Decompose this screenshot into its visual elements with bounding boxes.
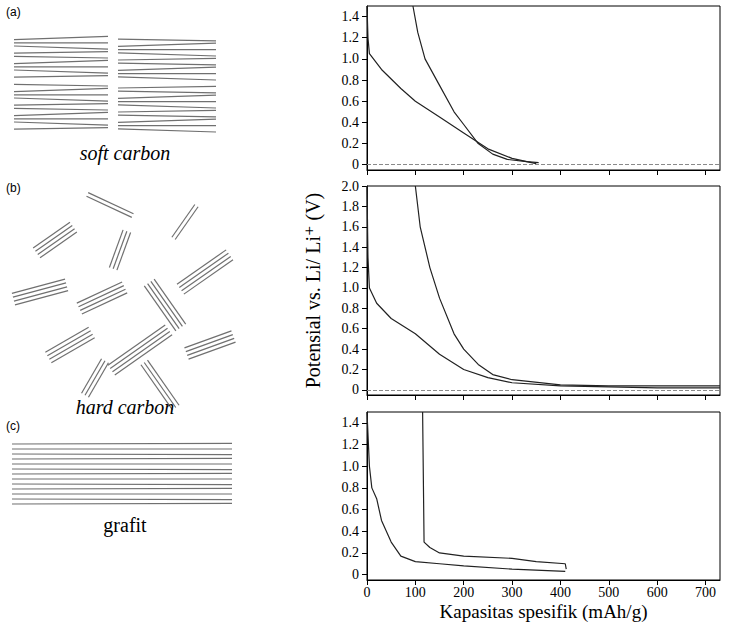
svg-text:(b): (b) [6, 181, 21, 195]
svg-text:0.8: 0.8 [342, 73, 360, 88]
svg-text:0.4: 0.4 [342, 524, 360, 539]
svg-text:600: 600 [647, 585, 668, 600]
svg-text:1.0: 1.0 [342, 459, 360, 474]
svg-text:0: 0 [352, 382, 359, 397]
svg-text:300: 300 [502, 585, 523, 600]
svg-text:1.2: 1.2 [342, 260, 360, 275]
svg-text:soft carbon: soft carbon [80, 142, 171, 165]
svg-text:0.2: 0.2 [342, 136, 360, 151]
svg-text:200: 200 [453, 585, 474, 600]
svg-text:400: 400 [550, 585, 571, 600]
svg-text:1.2: 1.2 [342, 437, 360, 452]
svg-text:0: 0 [352, 567, 359, 582]
svg-text:0.2: 0.2 [342, 362, 360, 377]
svg-text:2.0: 2.0 [342, 179, 360, 194]
svg-text:1.4: 1.4 [342, 240, 360, 255]
svg-text:0: 0 [352, 157, 359, 172]
svg-text:0.2: 0.2 [342, 545, 360, 560]
svg-text:Potensial vs. Li/ Li⁺ (V): Potensial vs. Li/ Li⁺ (V) [302, 193, 325, 389]
svg-text:0.6: 0.6 [342, 94, 360, 109]
svg-text:0.8: 0.8 [342, 301, 360, 316]
svg-text:1.2: 1.2 [342, 30, 360, 45]
svg-text:1.0: 1.0 [342, 51, 360, 66]
svg-text:0.4: 0.4 [342, 342, 360, 357]
svg-text:1.4: 1.4 [342, 9, 360, 24]
svg-text:0.8: 0.8 [342, 480, 360, 495]
svg-text:grafit: grafit [103, 514, 147, 537]
svg-text:1.0: 1.0 [342, 280, 360, 295]
svg-text:100: 100 [405, 585, 426, 600]
svg-text:hard carbon: hard carbon [76, 396, 175, 418]
svg-text:700: 700 [695, 585, 716, 600]
svg-text:500: 500 [598, 585, 619, 600]
svg-text:0: 0 [364, 585, 371, 600]
svg-text:0.4: 0.4 [342, 115, 360, 130]
svg-text:(a): (a) [6, 5, 21, 19]
svg-text:0.6: 0.6 [342, 321, 360, 336]
svg-text:0.6: 0.6 [342, 502, 360, 517]
svg-text:(c): (c) [6, 419, 20, 433]
svg-text:1.6: 1.6 [342, 219, 360, 234]
svg-text:1.8: 1.8 [342, 199, 360, 214]
svg-text:1.4: 1.4 [342, 415, 360, 430]
svg-text:Kapasitas spesifik (mAh/g): Kapasitas spesifik (mAh/g) [440, 601, 648, 623]
